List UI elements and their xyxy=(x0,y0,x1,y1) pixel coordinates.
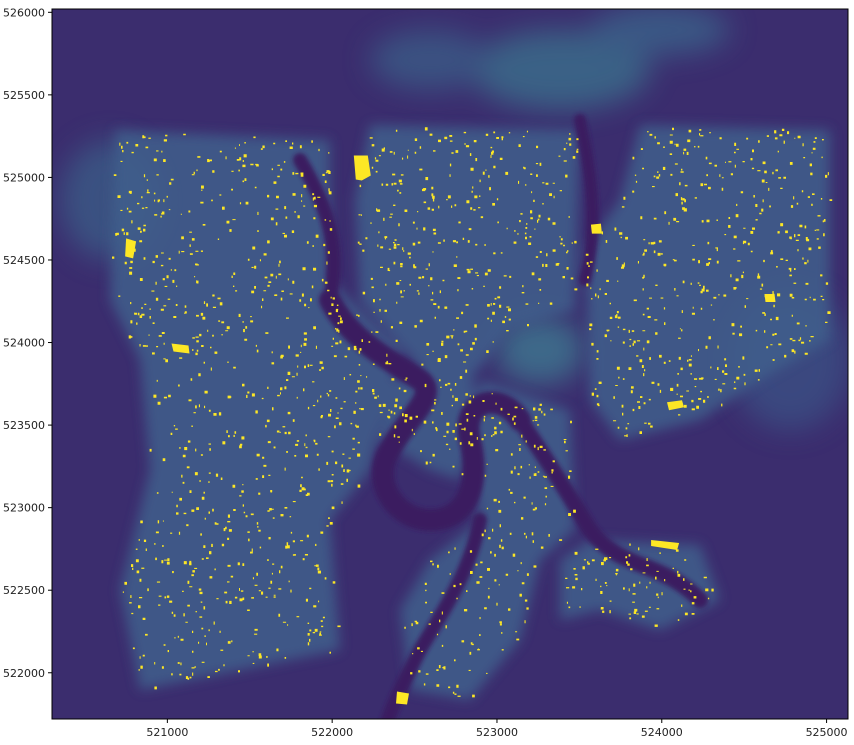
y-tick-label: 523500 xyxy=(3,419,45,432)
river xyxy=(293,114,708,719)
y-tick-label: 526000 xyxy=(3,6,45,19)
large-building-polygon xyxy=(171,343,190,354)
x-tick-label: 523000 xyxy=(476,726,518,739)
plot-frame xyxy=(51,8,849,720)
x-tick-label: 522000 xyxy=(311,726,353,739)
x-tick-label: 524000 xyxy=(641,726,683,739)
large-building-polygons xyxy=(125,155,776,705)
y-tick-label: 523000 xyxy=(3,502,45,515)
raster-image xyxy=(52,9,848,719)
large-building-polygon xyxy=(396,691,409,705)
large-building-polygon xyxy=(590,223,602,234)
y-tick-label: 522000 xyxy=(3,667,45,680)
x-tick-label: 521000 xyxy=(146,726,188,739)
x-axis: 521000 522000 523000 524000 525000 xyxy=(146,719,848,739)
large-building-polygon xyxy=(353,155,371,181)
large-building-polygon xyxy=(125,238,137,259)
x-tick-label: 525000 xyxy=(806,726,848,739)
y-axis: 526000 525500 525000 524500 524000 523500 5230… xyxy=(3,6,52,680)
y-tick-label: 522500 xyxy=(3,584,45,597)
building-footprints xyxy=(112,127,833,698)
large-building-polygon xyxy=(667,400,684,411)
large-building-polygon xyxy=(764,294,776,302)
y-tick-label: 524000 xyxy=(3,337,45,350)
y-tick-label: 525000 xyxy=(3,171,45,184)
y-tick-label: 524500 xyxy=(3,254,45,267)
large-building-polygon xyxy=(651,540,680,550)
y-tick-label: 525500 xyxy=(3,89,45,102)
building-dot-layer xyxy=(112,127,833,698)
